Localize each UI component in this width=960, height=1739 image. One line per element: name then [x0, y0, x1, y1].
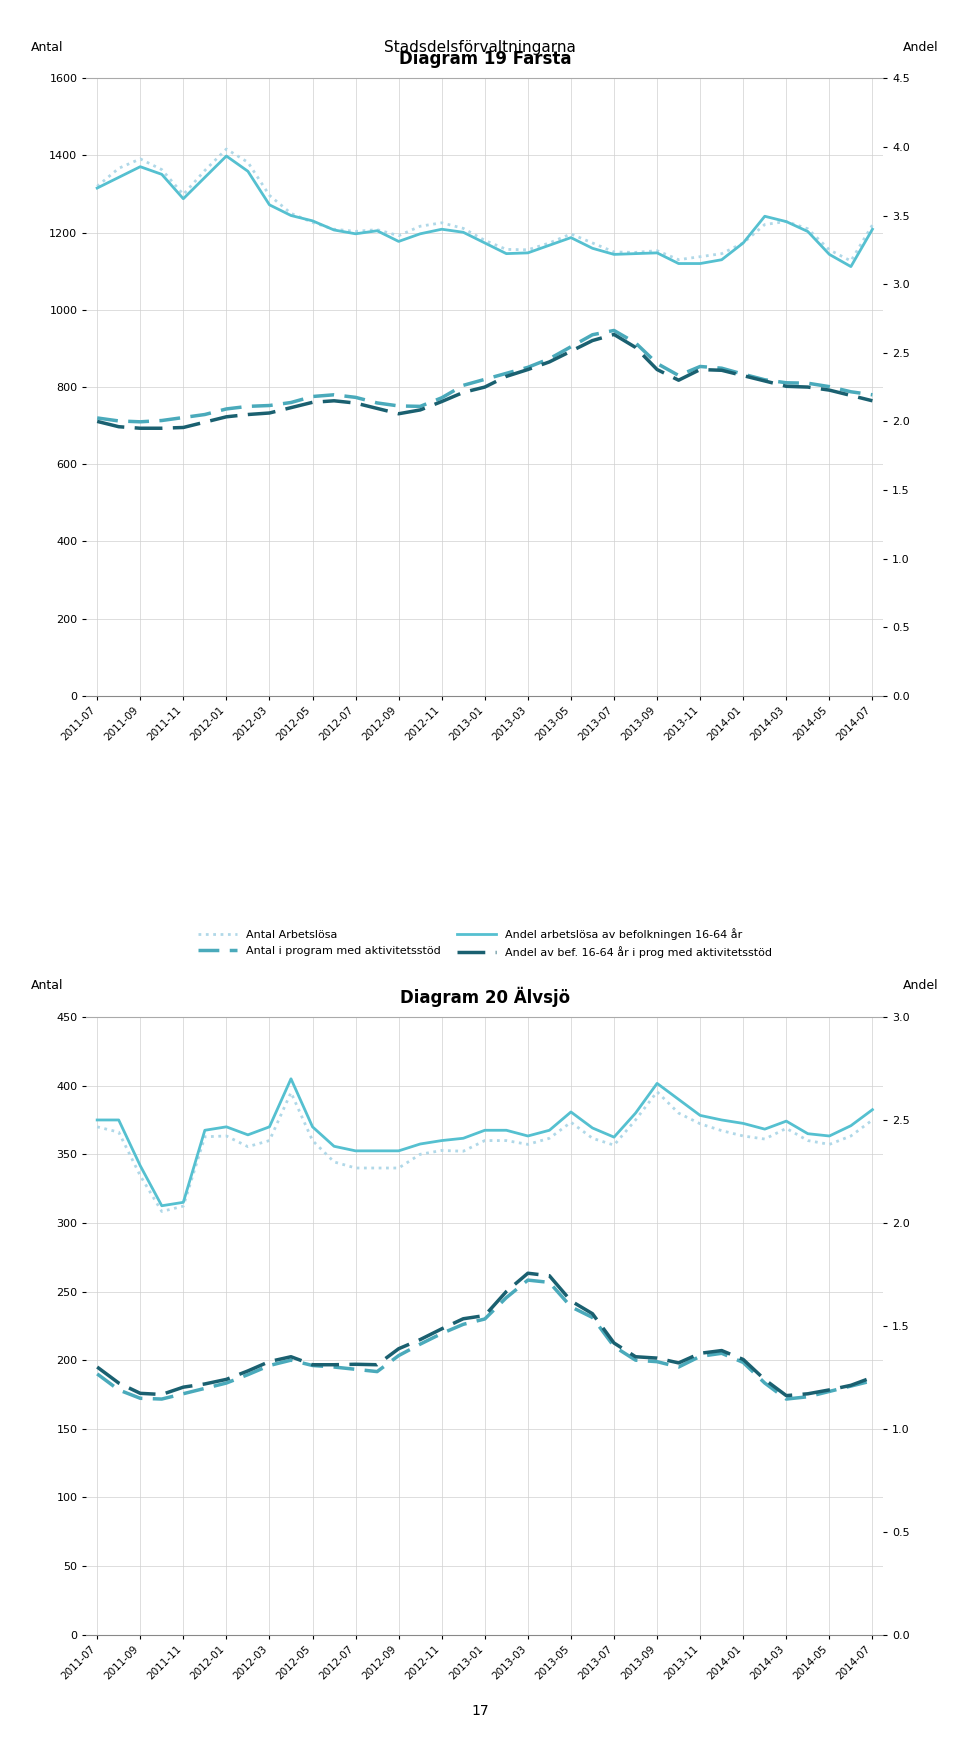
Text: Antal: Antal: [31, 40, 63, 54]
Title: Diagram 20 Älvsjö: Diagram 20 Älvsjö: [399, 988, 570, 1007]
Text: Stadsdelsförvaltningarna: Stadsdelsförvaltningarna: [384, 40, 576, 56]
Legend: Antal Arbetslösa, Antal i program med aktivitetsstöd, Andel arbetslösa av befolk: Antal Arbetslösa, Antal i program med ak…: [193, 923, 777, 962]
Text: Antal: Antal: [31, 979, 63, 993]
Text: Andel: Andel: [903, 40, 939, 54]
Title: Diagram 19 Farsta: Diagram 19 Farsta: [398, 50, 571, 68]
Text: Andel: Andel: [903, 979, 939, 993]
Text: 17: 17: [471, 1704, 489, 1718]
